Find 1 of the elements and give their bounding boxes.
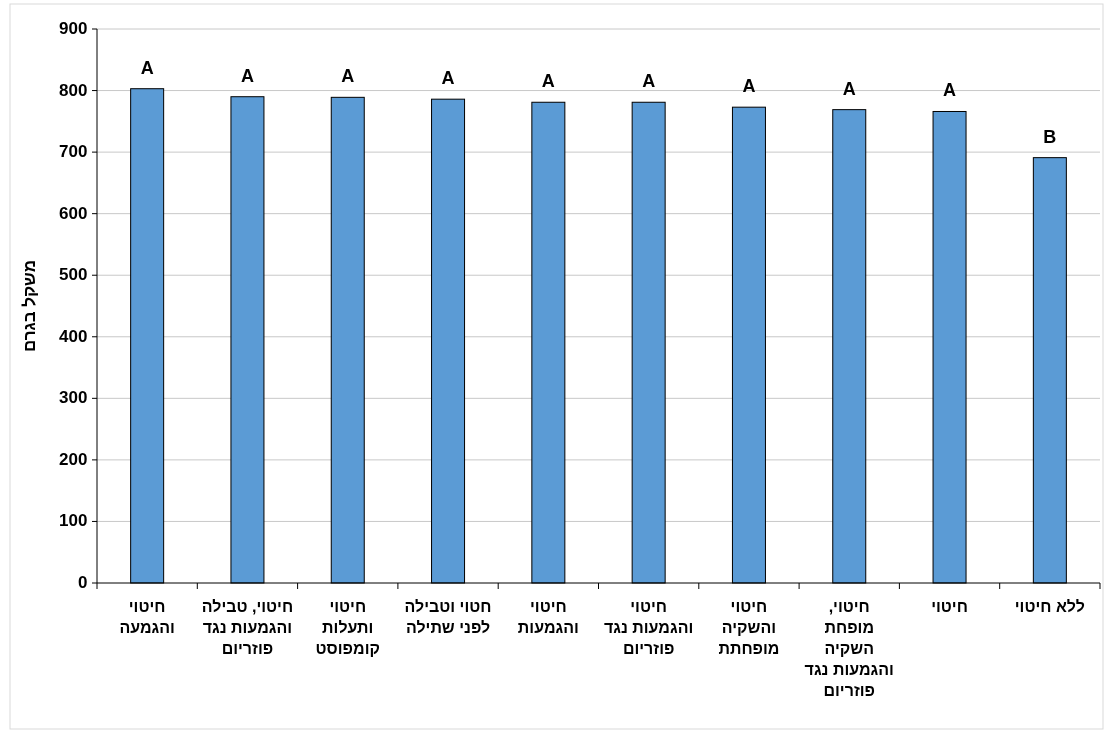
ylabel: משקל בגרם bbox=[20, 260, 40, 352]
